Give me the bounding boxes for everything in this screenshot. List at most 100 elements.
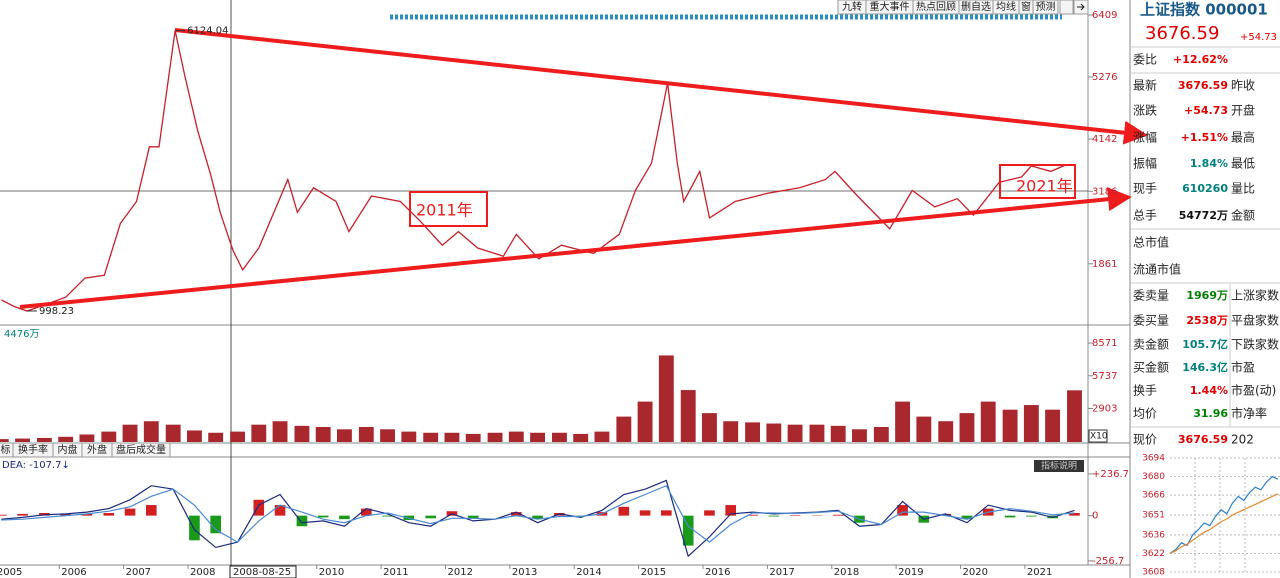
volume-bar	[508, 431, 524, 442]
quote-label: 流通市值	[1133, 262, 1181, 277]
macd-bar	[639, 510, 651, 516]
quote-label: 涨跌	[1133, 103, 1157, 118]
y-tick-label: 5276	[1092, 72, 1117, 83]
quote-label: 最新	[1133, 78, 1157, 93]
tab-label: 换手率	[18, 443, 48, 456]
quote-value: 1.84%	[1190, 157, 1228, 170]
indicator-button[interactable]	[1034, 460, 1084, 472]
quote-label: 换手	[1133, 384, 1157, 398]
toolbar-button[interactable]	[1032, 0, 1059, 15]
quote-label-2: 下跌家数	[1231, 337, 1279, 352]
quote-label-2: 量比	[1231, 182, 1255, 196]
quote-value: 610260	[1182, 182, 1228, 195]
index-change: +54.73	[1240, 32, 1277, 43]
quote-label-2: 昨收	[1231, 79, 1255, 93]
volume-bar	[336, 429, 352, 442]
y-tick-label: 1861	[1092, 259, 1117, 270]
trend-line	[19, 187, 1132, 309]
macd-bar	[81, 513, 93, 516]
y-tick-label: 3666	[1142, 491, 1165, 501]
volume-bar	[294, 425, 310, 442]
indicator-label: DEA: -107.7↓	[2, 460, 70, 471]
cursor-date: 2008-08-25	[233, 567, 291, 578]
quote-label-2: 最高	[1231, 130, 1255, 145]
volume-label: 4476万	[4, 329, 39, 340]
volume-bar	[787, 424, 803, 442]
y-tick-label: 3186	[1092, 186, 1117, 197]
macd-bar	[467, 515, 479, 519]
exit-arrow	[1077, 3, 1085, 11]
volume-bar	[122, 424, 138, 442]
macd-bar	[832, 514, 844, 516]
macd-bar	[339, 515, 350, 520]
x-tick-label: 2011	[383, 567, 408, 578]
toolbar-label: 预测	[1036, 0, 1056, 13]
macd-bar	[60, 513, 71, 516]
intraday-line	[1169, 493, 1279, 554]
quote-label-2: 开盘	[1231, 103, 1255, 118]
y-tick-label: 3651	[1142, 511, 1165, 521]
macd-bar	[961, 515, 973, 520]
volume-bar	[380, 429, 395, 442]
volume-bar	[465, 433, 481, 442]
quote-label-2: 上涨家数	[1231, 288, 1279, 303]
toolbar-label: 热点回顾	[916, 0, 956, 13]
macd-bar	[940, 513, 952, 516]
quote-value: +54.73	[1184, 104, 1228, 117]
x-tick-label: 2016	[705, 567, 730, 578]
volume-bar	[530, 432, 545, 442]
macd-bar	[317, 515, 329, 518]
macd-bar	[618, 506, 630, 516]
multiplier: X10	[1090, 432, 1108, 442]
quote-value: 2538万	[1186, 314, 1228, 327]
macd-bar	[382, 515, 393, 517]
quote-value: 1969万	[1186, 289, 1228, 302]
quote-value: 54772万	[1179, 209, 1228, 222]
toolbar-label: 九转	[842, 0, 862, 13]
volume-bar	[916, 416, 932, 442]
volume-bar	[423, 432, 439, 442]
annotation-box	[409, 191, 488, 227]
annotation-label: 6124.04	[187, 26, 228, 37]
macd-bar	[1004, 515, 1016, 518]
x-tick-label: 2012	[448, 567, 473, 578]
indicator-button-label: 指标说明	[1041, 460, 1077, 472]
volume-bar	[658, 355, 674, 442]
quote-value: +1.51%	[1181, 131, 1228, 144]
volume-bar	[723, 421, 739, 442]
x-tick-label: 2020	[963, 567, 988, 578]
macd-bar	[725, 505, 737, 516]
volume-bar	[830, 425, 846, 442]
x-tick-label: 2008	[190, 567, 215, 578]
volume-bar	[980, 401, 996, 442]
annotation-label: 998.23	[39, 306, 74, 317]
quote-label-2: 市盈(动)	[1231, 383, 1276, 398]
quote-label: 买金额	[1133, 360, 1169, 375]
macd-bar	[0, 514, 7, 516]
macd-bar	[704, 510, 715, 516]
x-tick-label: 2005	[0, 567, 22, 578]
volume-bar	[143, 421, 159, 442]
quote-label: 委比	[1133, 53, 1157, 67]
multiplier-box	[1088, 429, 1108, 443]
trend-line	[174, 28, 1148, 145]
x-tick-label: 2006	[61, 567, 86, 578]
y-tick-label: 5737	[1092, 371, 1117, 382]
macd-bar	[17, 513, 28, 516]
y-tick-label: +236.7	[1092, 469, 1129, 480]
macd-bar	[274, 505, 286, 516]
tab[interactable]	[111, 442, 171, 458]
lock-icon[interactable]	[1059, 0, 1074, 15]
y-tick-label: -256.7	[1092, 556, 1124, 567]
macd-line	[1, 484, 1075, 543]
volume-bar	[895, 401, 911, 442]
tab-label: 外盘	[87, 443, 107, 456]
macd-bar	[189, 515, 200, 541]
volume-bar	[809, 424, 825, 442]
volume-bar	[1023, 405, 1039, 442]
annotation-text: 2011年	[416, 201, 473, 220]
toolbar-label: 均线	[996, 0, 1016, 13]
macd-line	[1, 479, 1075, 558]
macd-bar	[210, 515, 221, 534]
